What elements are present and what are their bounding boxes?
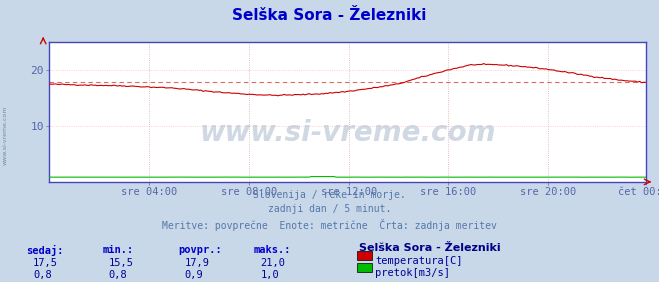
- Text: temperatura[C]: temperatura[C]: [375, 256, 463, 266]
- Text: zadnji dan / 5 minut.: zadnji dan / 5 minut.: [268, 204, 391, 214]
- Text: 0,9: 0,9: [185, 270, 203, 280]
- Text: sedaj:: sedaj:: [26, 245, 64, 256]
- Text: Meritve: povprečne  Enote: metrične  Črta: zadnja meritev: Meritve: povprečne Enote: metrične Črta:…: [162, 219, 497, 231]
- Text: 1,0: 1,0: [260, 270, 279, 280]
- Text: Selška Sora - Železniki: Selška Sora - Železniki: [233, 8, 426, 23]
- Text: 0,8: 0,8: [33, 270, 51, 280]
- Text: www.si-vreme.com: www.si-vreme.com: [3, 106, 8, 165]
- Text: povpr.:: povpr.:: [178, 245, 221, 255]
- Text: pretok[m3/s]: pretok[m3/s]: [375, 268, 450, 278]
- Text: min.:: min.:: [102, 245, 133, 255]
- Text: maks.:: maks.:: [254, 245, 291, 255]
- Text: Selška Sora - Železniki: Selška Sora - Železniki: [359, 243, 501, 252]
- Text: 17,9: 17,9: [185, 258, 210, 268]
- Text: 15,5: 15,5: [109, 258, 134, 268]
- Text: www.si-vreme.com: www.si-vreme.com: [200, 119, 496, 147]
- Text: 17,5: 17,5: [33, 258, 58, 268]
- Text: 21,0: 21,0: [260, 258, 285, 268]
- Text: Slovenija / reke in morje.: Slovenija / reke in morje.: [253, 190, 406, 200]
- Text: 0,8: 0,8: [109, 270, 127, 280]
